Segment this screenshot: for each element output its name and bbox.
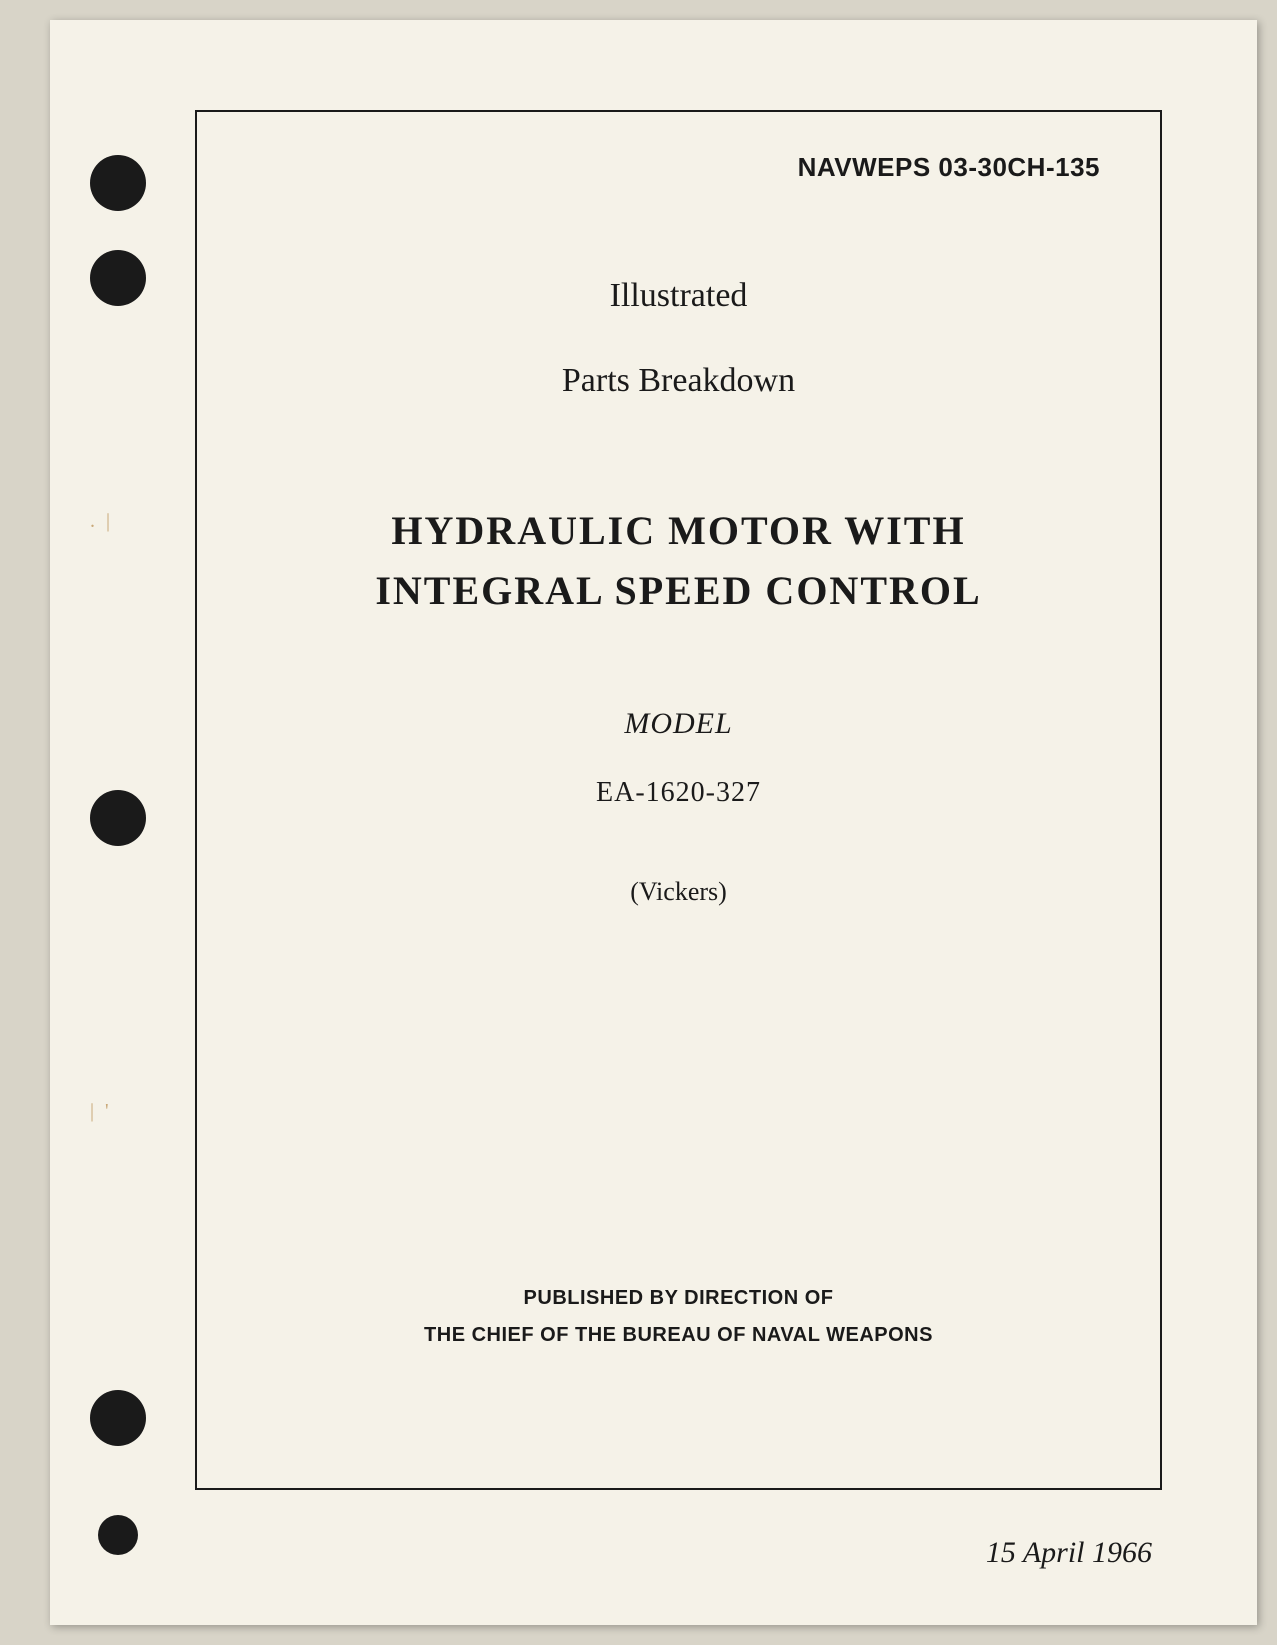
scan-artifact: | ' <box>90 1100 150 1140</box>
publisher-line1: PUBLISHED BY DIRECTION OF <box>197 1287 1160 1310</box>
document-id: NAVWEPS 03-30CH-135 <box>798 152 1100 183</box>
subtitle-line2: Parts Breakdown <box>197 362 1160 400</box>
punch-hole <box>90 1390 146 1446</box>
punch-hole <box>90 250 146 306</box>
document-page: . | | ' NAVWEPS 03-30CH-135 Illustrated … <box>50 20 1257 1625</box>
model-label: MODEL <box>197 707 1160 741</box>
content-border: NAVWEPS 03-30CH-135 Illustrated Parts Br… <box>195 110 1162 1490</box>
title-line2: INTEGRAL SPEED CONTROL <box>197 567 1160 614</box>
title-line1: HYDRAULIC MOTOR WITH <box>197 507 1160 554</box>
punch-hole <box>90 790 146 846</box>
document-date: 15 April 1966 <box>986 1536 1152 1570</box>
punch-hole <box>90 155 146 211</box>
manufacturer: (Vickers) <box>197 877 1160 907</box>
subtitle-line1: Illustrated <box>197 277 1160 315</box>
publisher-line2: THE CHIEF OF THE BUREAU OF NAVAL WEAPONS <box>197 1324 1160 1347</box>
scan-artifact: . | <box>90 510 150 550</box>
punch-hole <box>98 1515 138 1555</box>
model-number: EA-1620-327 <box>197 777 1160 809</box>
